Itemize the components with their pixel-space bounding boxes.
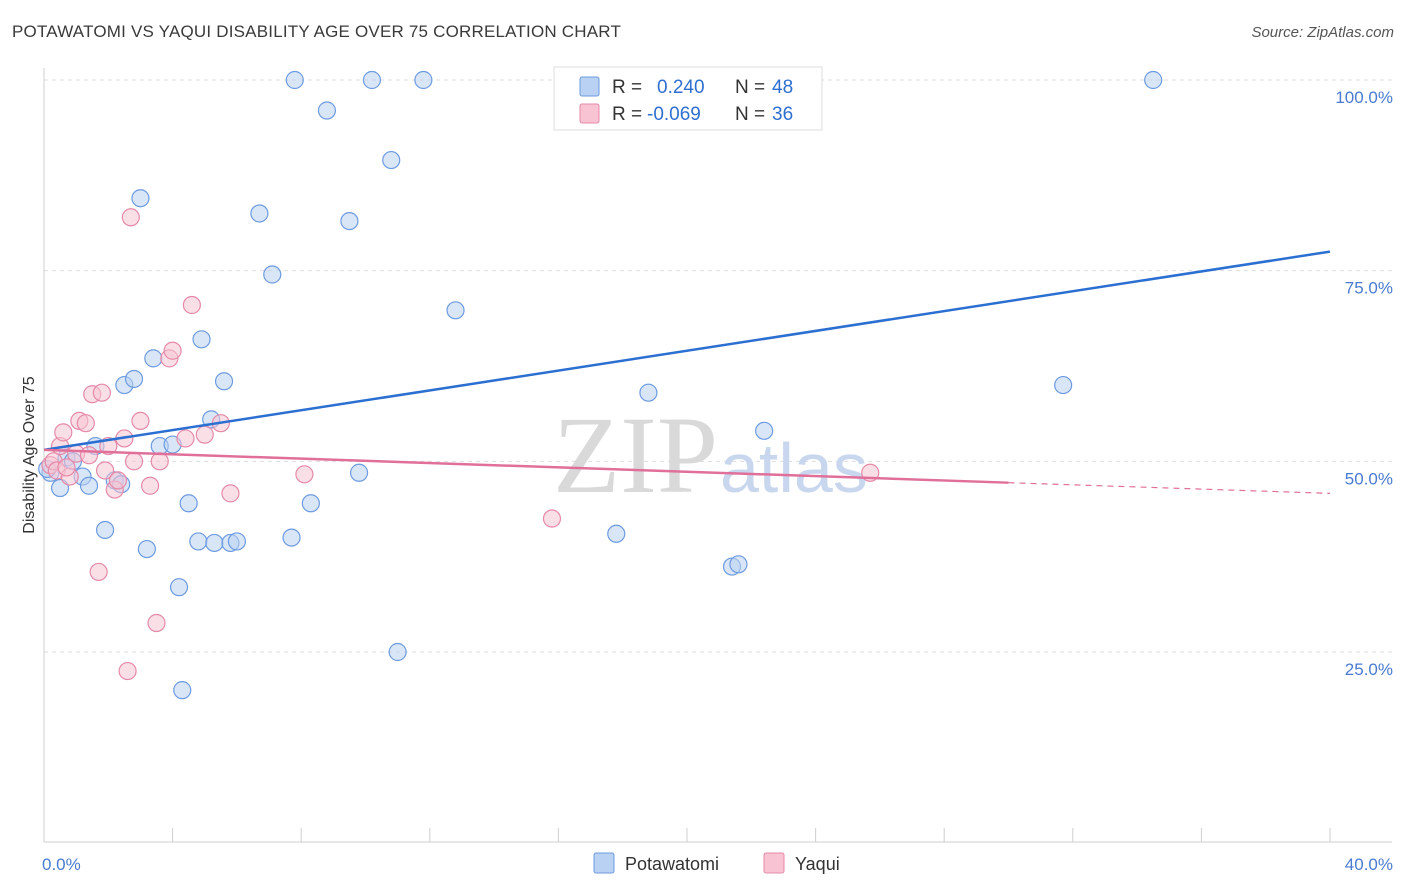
trend-lines xyxy=(43,250,1331,494)
potawatomi-point xyxy=(79,476,99,495)
potawatomi-point xyxy=(729,555,748,574)
axes xyxy=(43,68,1392,843)
yaqui-point xyxy=(150,452,169,471)
potawatomi-point xyxy=(755,421,774,440)
yaqui-point xyxy=(182,295,201,315)
potawatomi-point xyxy=(285,70,304,90)
legend-r-value-2: -0.069 xyxy=(647,104,701,125)
legend-n-label-1: N = xyxy=(735,77,765,98)
yaqui-point xyxy=(76,414,95,433)
potawatomi-point xyxy=(173,681,192,700)
potawatomi-point xyxy=(124,369,144,389)
source-label: Source: ZipAtlas.com xyxy=(1251,24,1394,41)
potawatomi-point xyxy=(349,463,369,482)
potawatomi-point xyxy=(1144,70,1163,90)
yaqui-point xyxy=(542,509,562,528)
series-potawatomi-points xyxy=(38,70,1163,700)
bottom-legend-swatch-yaqui xyxy=(763,852,785,874)
potawatomi-trend-line xyxy=(43,250,1331,452)
legend-swatch-yaqui xyxy=(579,103,600,124)
potawatomi-point xyxy=(144,349,163,368)
potawatomi-point xyxy=(1054,375,1073,395)
potawatomi-point xyxy=(446,301,465,320)
bottom-legend-swatch-potawatomi xyxy=(593,852,615,874)
yaqui-point xyxy=(121,208,140,227)
yaqui-trend-line-extension xyxy=(1008,482,1331,494)
potawatomi-point xyxy=(214,372,234,391)
y-tick-label: 50.0% xyxy=(1345,469,1393,488)
watermark-atlas: atlas xyxy=(720,429,868,507)
bottom-legend-label-yaqui: Yaqui xyxy=(795,854,840,874)
legend-r-value-1: 0.240 xyxy=(657,77,705,98)
potawatomi-point xyxy=(362,70,382,90)
legend-n-value-2: 36 xyxy=(772,104,793,125)
potawatomi-point xyxy=(227,532,246,551)
yaqui-point xyxy=(92,383,111,402)
watermark-zip: ZIP xyxy=(553,394,718,516)
potawatomi-point xyxy=(282,528,301,547)
series-legend: Potawatomi Yaqui xyxy=(593,852,840,874)
potawatomi-point xyxy=(340,211,359,231)
yaqui-point xyxy=(108,471,128,490)
potawatomi-point xyxy=(179,494,198,513)
yaqui-point xyxy=(140,476,160,495)
chart-title: POTAWATOMI VS YAQUI DISABILITY AGE OVER … xyxy=(12,22,622,41)
potawatomi-point xyxy=(414,70,433,90)
yaqui-point xyxy=(54,423,73,442)
potawatomi-point xyxy=(137,539,156,559)
yaqui-point xyxy=(95,461,115,480)
y-axis-label: Disability Age Over 75 xyxy=(21,376,38,534)
yaqui-trend-line xyxy=(43,448,1009,484)
yaqui-point xyxy=(57,458,76,477)
bottom-legend-label-potawatomi: Potawatomi xyxy=(625,854,719,874)
yaqui-point xyxy=(124,452,144,471)
correlation-legend: R = 0.240 N = 48 R = -0.069 N = 36 xyxy=(553,66,823,131)
x-tick-label: 0.0% xyxy=(42,855,81,874)
potawatomi-point xyxy=(95,520,115,540)
potawatomi-point xyxy=(317,101,337,120)
legend-n-label-2: N = xyxy=(735,104,765,125)
yaqui-point xyxy=(176,429,195,448)
potawatomi-point xyxy=(263,265,282,284)
potawatomi-point xyxy=(250,204,269,223)
legend-r-label-2: R = xyxy=(612,104,642,125)
yaqui-point xyxy=(147,613,166,633)
yaqui-point xyxy=(221,484,240,503)
yaqui-point xyxy=(295,465,314,484)
yaqui-point xyxy=(163,341,182,360)
y-tick-label: 75.0% xyxy=(1345,279,1393,298)
yaqui-point xyxy=(118,661,137,681)
y-tick-label: 25.0% xyxy=(1345,660,1393,679)
potawatomi-point xyxy=(382,150,401,170)
tick-labels: 25.0% 50.0% 75.0% 100.0% 0.0% 40.0% xyxy=(42,88,1393,874)
potawatomi-point xyxy=(205,533,224,553)
potawatomi-point xyxy=(388,642,407,662)
watermark: ZIP atlas xyxy=(553,394,868,516)
yaqui-point xyxy=(89,562,108,582)
potawatomi-point xyxy=(169,578,189,597)
potawatomi-point xyxy=(607,524,626,543)
legend-n-value-1: 48 xyxy=(772,77,793,98)
legend-r-label-1: R = xyxy=(612,77,642,98)
legend-swatch-potawatomi xyxy=(579,76,600,97)
potawatomi-point xyxy=(192,330,211,349)
grid-lines xyxy=(44,79,1392,653)
yaqui-point xyxy=(79,446,99,465)
x-tick-label: 40.0% xyxy=(1345,855,1393,874)
potawatomi-point xyxy=(189,532,208,551)
potawatomi-point xyxy=(639,383,658,402)
yaqui-point xyxy=(131,411,150,431)
potawatomi-point xyxy=(131,189,150,208)
y-tick-label: 100.0% xyxy=(1335,88,1393,107)
potawatomi-point xyxy=(301,494,320,513)
yaqui-point xyxy=(195,425,214,444)
